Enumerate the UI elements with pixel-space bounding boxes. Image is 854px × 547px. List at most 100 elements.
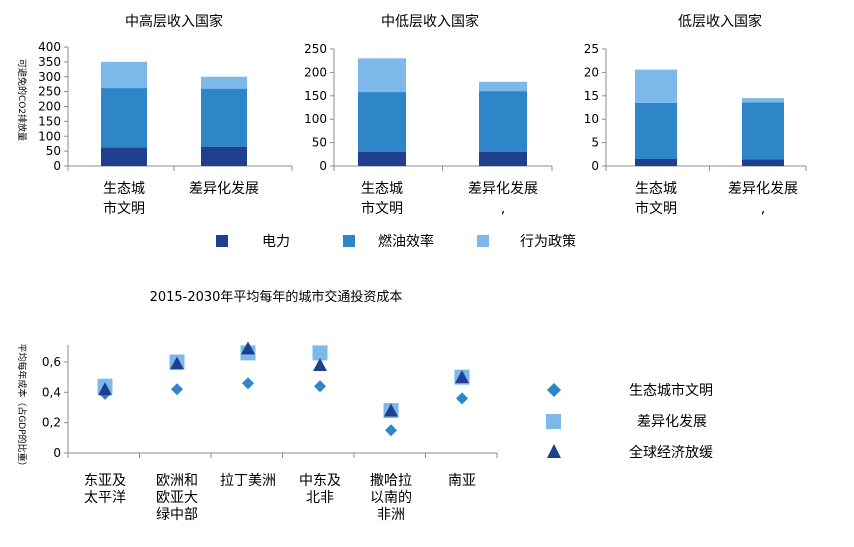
legend-slowdown-triangle-icon bbox=[547, 444, 561, 458]
category-label: 生态城 bbox=[361, 181, 403, 197]
category-label: 太平洋 bbox=[84, 490, 126, 506]
y-tick-label: 150 bbox=[304, 89, 327, 103]
category-label: 南亚 bbox=[448, 473, 476, 489]
marker-triangle bbox=[98, 382, 112, 396]
panel-3-title: 低层收入国家 bbox=[678, 13, 762, 30]
bar-segment bbox=[635, 158, 677, 166]
y-tick-label: 0,6 bbox=[42, 355, 61, 369]
investment-cost-panel: 2015-2030年平均每年的城市交通投资成本 平均每年成本（占GDP的比重） … bbox=[16, 289, 498, 523]
category-label: , bbox=[501, 201, 505, 217]
category-label: 撒哈拉 bbox=[370, 473, 412, 489]
y-tick-label: 0 bbox=[53, 446, 61, 460]
legend-eco-city-label: 生态城市文明 bbox=[629, 382, 713, 399]
category-label: 差异化发展 bbox=[468, 181, 538, 197]
marker-triangle bbox=[241, 341, 255, 355]
scatter-y-axis-label: 平均每年成本（占GDP的比重） bbox=[16, 343, 28, 470]
y-tick-label: 100 bbox=[38, 129, 61, 143]
legend-fuel-efficiency-label: 燃油效率 bbox=[378, 233, 434, 250]
category-label: 北非 bbox=[306, 490, 334, 506]
y-tick-label: 10 bbox=[584, 112, 599, 126]
bar-segment bbox=[635, 102, 677, 159]
legend-differentiated-label: 差异化发展 bbox=[637, 414, 707, 430]
marker-diamond bbox=[171, 383, 183, 396]
y-tick-label: 0 bbox=[591, 159, 599, 173]
bar-segment bbox=[358, 92, 406, 152]
marker-triangle bbox=[313, 358, 327, 372]
bar-segment bbox=[479, 81, 527, 92]
marker-triangle bbox=[170, 356, 184, 370]
y-tick-label: 200 bbox=[304, 65, 327, 79]
legend-behavior-policy-label: 行为政策 bbox=[520, 233, 576, 250]
panel-lower-middle-income: 中低层收入国家 0 50 100 150 200 250 生态城市文明 差异化发展, bbox=[304, 13, 553, 217]
category-label: 欧洲和 bbox=[156, 473, 198, 489]
marker-square bbox=[312, 345, 328, 361]
panel-3-plot: 0 5 10 15 20 25 生态城市文明 差异化发展, bbox=[584, 42, 807, 217]
marker-triangle bbox=[384, 403, 398, 417]
legend-behavior-policy-swatch bbox=[477, 235, 489, 247]
scatter-title: 2015-2030年平均每年的城市交通投资成本 bbox=[150, 289, 403, 305]
bar-segment bbox=[742, 98, 784, 103]
panel-2-plot: 0 50 100 150 200 250 生态城市文明 差异化发展, bbox=[304, 42, 553, 217]
y-tick-label: 0 bbox=[53, 159, 61, 173]
panel-2-title: 中低层收入国家 bbox=[381, 13, 479, 30]
category-label: 市文明 bbox=[103, 200, 145, 217]
bar-segment bbox=[479, 91, 527, 152]
bar-segment bbox=[742, 159, 784, 166]
category-label: 生态城 bbox=[103, 181, 145, 197]
y-tick-label: 200 bbox=[38, 100, 61, 114]
y-tick-label: 0,2 bbox=[42, 416, 61, 430]
marker-diamond bbox=[385, 424, 397, 437]
category-label: 差异化发展 bbox=[728, 181, 798, 197]
y-tick-label: 5 bbox=[591, 136, 599, 150]
legend-slowdown-label: 全球经济放缓 bbox=[629, 444, 713, 461]
category-label: 中东及 bbox=[299, 473, 341, 489]
bar-segment bbox=[358, 151, 406, 166]
category-label: 以南的 bbox=[370, 490, 412, 506]
bar-segment bbox=[201, 146, 247, 166]
legend-differentiated-square-icon bbox=[546, 414, 561, 429]
bar-segment bbox=[101, 61, 147, 89]
bar-segment bbox=[201, 76, 247, 89]
bar-segment bbox=[101, 147, 147, 166]
bottom-legend: 生态城市文明 差异化发展 全球经济放缓 bbox=[546, 382, 713, 461]
bar-segment bbox=[101, 88, 147, 148]
legend-electricity-label: 电力 bbox=[262, 234, 290, 250]
bar-segment bbox=[742, 102, 784, 160]
top-legend: 电力 燃油效率 行为政策 bbox=[216, 233, 576, 250]
category-label: 市文明 bbox=[635, 200, 677, 217]
y-tick-label: 20 bbox=[584, 65, 599, 79]
category-label: 非洲 bbox=[377, 507, 405, 523]
category-label: 生态城 bbox=[635, 181, 677, 197]
category-label: 市文明 bbox=[361, 200, 403, 217]
y-tick-label: 50 bbox=[312, 136, 327, 150]
category-label: 拉丁美洲 bbox=[220, 473, 276, 489]
y-tick-label: 250 bbox=[38, 85, 61, 99]
bar-segment bbox=[635, 69, 677, 103]
bar-segment bbox=[479, 151, 527, 166]
category-label: 差异化发展 bbox=[189, 181, 259, 197]
y-tick-label: 350 bbox=[38, 55, 61, 69]
y-tick-label: 0 bbox=[319, 159, 327, 173]
category-label: , bbox=[761, 201, 765, 217]
legend-eco-city-diamond-icon bbox=[547, 383, 561, 397]
y-tick-label: 100 bbox=[304, 112, 327, 126]
marker-diamond bbox=[314, 380, 326, 393]
panel-low-income: 低层收入国家 0 5 10 15 20 25 生态城市文明 差异化发展, bbox=[584, 13, 807, 217]
legend-electricity-swatch bbox=[216, 235, 228, 247]
panel-1-title: 中高层收入国家 bbox=[125, 13, 223, 30]
category-label: 东亚及 bbox=[84, 473, 126, 489]
y-tick-label: 0,4 bbox=[42, 385, 61, 399]
panel-upper-middle-income: 中高层收入国家 可避免的CO2排放量 050100150200250300350… bbox=[16, 13, 293, 217]
panel-1-y-axis-label: 可避免的CO2排放量 bbox=[16, 59, 28, 141]
y-tick-label: 150 bbox=[38, 114, 61, 128]
bar-segment bbox=[358, 58, 406, 93]
marker-diamond bbox=[456, 392, 468, 405]
y-tick-label: 15 bbox=[584, 89, 599, 103]
category-label: 欧亚大 bbox=[156, 490, 198, 506]
y-tick-label: 25 bbox=[584, 42, 599, 56]
y-tick-label: 300 bbox=[38, 70, 61, 84]
bar-segment bbox=[201, 88, 247, 147]
